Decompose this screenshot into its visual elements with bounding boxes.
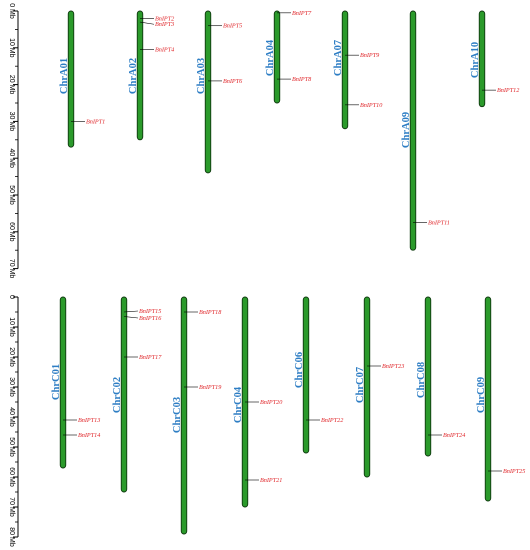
chromosome-name: ChrA01 xyxy=(59,58,70,94)
chromosome-name: ChrC04 xyxy=(233,386,244,423)
axis-tick-label: 80 Mb xyxy=(8,527,15,547)
axis-tick-label: 60 Mb xyxy=(8,222,15,242)
gene-label: BnIPT19 xyxy=(199,384,221,391)
axis-tick-label: 20 Mb xyxy=(8,347,15,367)
gene-label: BnIPT6 xyxy=(223,78,243,85)
chromosome-bar xyxy=(409,10,417,251)
chromosome-bar xyxy=(67,10,75,148)
chromosome-name: ChrA02 xyxy=(128,58,139,94)
gene-label: BnIPT10 xyxy=(360,102,383,109)
chromosome-name: ChrC03 xyxy=(172,397,183,433)
axis-tick-label: 0 xyxy=(8,295,15,299)
chromosome-bar xyxy=(59,296,67,469)
chromosome-name: ChrA04 xyxy=(265,39,276,76)
chromosome-name: ChrC09 xyxy=(476,377,487,413)
axis-tick-label: 10 Mb xyxy=(8,38,15,58)
chromosome-bar xyxy=(363,296,371,478)
axis-tick-label: 10 Mb xyxy=(8,317,15,337)
chromosome-name: ChrC01 xyxy=(51,364,62,400)
gene-label: BnIPT18 xyxy=(199,309,222,316)
chromosome-bar xyxy=(273,10,281,104)
chromosome-name: ChrA07 xyxy=(333,40,344,76)
chromosome-name: ChrA09 xyxy=(401,112,412,148)
gene-label: BnIPT20 xyxy=(260,399,283,406)
axis-tick-label: 40 Mb xyxy=(8,407,15,427)
chromosome-bar xyxy=(478,10,486,108)
chromosome-name: ChrC08 xyxy=(416,362,427,398)
gene-marker-line xyxy=(123,316,139,319)
gene-label: BnIPT2 xyxy=(155,15,174,22)
axis-tick-label: 60 Mb xyxy=(8,467,15,487)
gene-label: BnIPT25 xyxy=(503,468,525,475)
gene-label: BnIPT15 xyxy=(139,308,161,315)
gene-label: BnIPT7 xyxy=(292,10,312,17)
gene-label: BnIPT9 xyxy=(360,52,379,59)
chromosome-bar xyxy=(424,296,432,457)
chromosome-bar xyxy=(302,296,310,454)
gene-label: BnIPT11 xyxy=(428,220,450,227)
gene-label: BnIPT22 xyxy=(321,417,343,424)
chromosome-name: ChrC06 xyxy=(294,352,305,388)
gene-label: BnIPT23 xyxy=(382,363,404,370)
gene-label: BnIPT12 xyxy=(497,87,519,94)
chromosome-bar xyxy=(341,10,349,130)
chromosome-bar xyxy=(120,296,128,493)
chromosome-bar xyxy=(180,296,188,535)
gene-label: BnIPT21 xyxy=(260,477,282,484)
chromosome-name: ChrC07 xyxy=(355,367,366,403)
axis-tick-label: 40 Mb xyxy=(8,148,15,168)
gene-label: BnIPT14 xyxy=(78,432,100,439)
chromosome-bar xyxy=(204,10,212,174)
axis-tick-label: 50 Mb xyxy=(8,437,15,457)
gene-marker-line xyxy=(123,310,139,313)
chromosome-bar xyxy=(136,10,144,141)
gene-label: BnIPT17 xyxy=(139,354,162,361)
axis-tick-label: 0 Mb xyxy=(8,3,15,19)
axis-tick-label: 30 Mb xyxy=(8,112,15,132)
gene-marker-line xyxy=(139,21,155,25)
axis-tick-label: 70 Mb xyxy=(8,259,15,279)
gene-label: BnIPT4 xyxy=(155,47,174,54)
chromosome-name: ChrA03 xyxy=(196,58,207,94)
gene-label: BnIPT8 xyxy=(292,76,312,83)
axis-tick-label: 50 Mb xyxy=(8,185,15,205)
gene-label: BnIPT13 xyxy=(78,417,100,424)
chromosome-bar xyxy=(484,296,492,502)
axis-tick-label: 30 Mb xyxy=(8,377,15,397)
gene-label: BnIPT5 xyxy=(223,23,242,30)
axis-tick-label: 70 Mb xyxy=(8,497,15,517)
gene-label: BnIPT16 xyxy=(139,315,162,322)
gene-label: BnIPT24 xyxy=(443,432,465,439)
gene-label: BnIPT3 xyxy=(155,21,174,28)
gene-label: BnIPT1 xyxy=(86,118,105,125)
chromosome-name: ChrC02 xyxy=(112,377,123,413)
chromosome-name: ChrA10 xyxy=(470,42,481,78)
axis-tick-label: 20 Mb xyxy=(8,75,15,95)
